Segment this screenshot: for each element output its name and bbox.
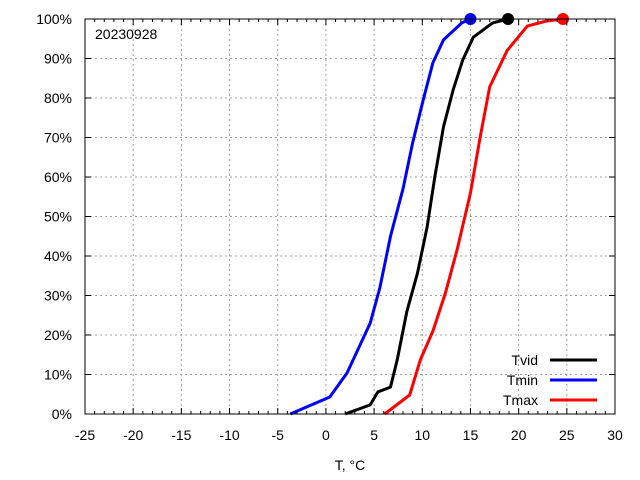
y-tick-label: 30%	[44, 288, 72, 304]
y-tick-label: 20%	[44, 327, 72, 343]
chart-title: 20230928	[95, 26, 158, 42]
series-line-tmax	[383, 17, 564, 416]
y-tick-label: 60%	[44, 169, 72, 185]
y-tick-label: 100%	[36, 11, 72, 27]
curves	[289, 13, 569, 416]
x-tick-label: 30	[607, 427, 623, 443]
x-tick-label: 10	[414, 427, 430, 443]
legend: Tvid Tmin Tmax	[503, 352, 597, 408]
y-tick-label: 50%	[44, 209, 72, 225]
x-tick-label: 5	[370, 427, 378, 443]
x-tick-label: 25	[559, 427, 575, 443]
x-tick-label: -20	[123, 427, 143, 443]
y-tick-label: 70%	[44, 130, 72, 146]
grid	[85, 19, 615, 414]
series-line-tmin	[289, 17, 472, 416]
x-tick-label: -5	[272, 427, 285, 443]
x-tick-label: -25	[75, 427, 95, 443]
y-tick-label: 40%	[44, 248, 72, 264]
ticks: -25 -20 -15 -10 -5 0 5 10 15 20 25 30 0% 10% 20% 30% 40%…	[36, 11, 623, 443]
series-line-tvid	[344, 17, 509, 416]
legend-label: Tvid	[512, 352, 538, 368]
x-axis-label: T, °C	[335, 457, 366, 473]
x-tick-label: -15	[171, 427, 191, 443]
x-tick-label: 15	[463, 427, 479, 443]
legend-label: Tmin	[507, 372, 538, 388]
y-tick-label: 80%	[44, 90, 72, 106]
y-tick-label: 0%	[52, 406, 72, 422]
legend-label: Tmax	[503, 392, 538, 408]
x-tick-label: -10	[219, 427, 239, 443]
x-tick-label: 20	[511, 427, 527, 443]
y-tick-label: 90%	[44, 51, 72, 67]
x-tick-label: 0	[322, 427, 330, 443]
y-tick-label: 10%	[44, 367, 72, 383]
